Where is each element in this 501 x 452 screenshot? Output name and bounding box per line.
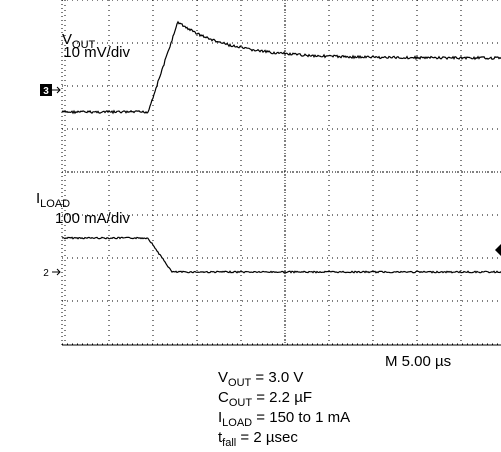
note-symbol: I [218,409,222,426]
traces [61,20,501,274]
note-symbol: C [218,389,229,406]
note-subscript: fall [222,437,236,449]
note: tfall = 2 µsec [218,429,298,449]
trigger-marker [495,244,501,256]
note-value: = 3.0 V [251,369,303,386]
note-subscript: OUT [228,377,252,389]
channel-1-scale: 10 mV/div [63,44,130,61]
note-symbol: t [218,429,223,446]
channel-1-marker: 3 [43,86,49,97]
note-symbol: V [218,369,228,386]
note-subscript: OUT [229,397,253,409]
note: ILOAD = 150 to 1 mA [218,409,350,429]
note-value: = 2.2 µF [252,389,312,406]
channel-2-name: ILOAD [36,190,70,210]
channel-2-scale: 100 mA/div [55,210,131,227]
channel-1-name: VOUT [62,31,96,51]
timebase: M 5.00 µs [385,353,451,370]
note-value: = 2 µsec [236,429,298,446]
vout-trace [61,20,501,115]
graticule [62,0,501,345]
note-value: = 150 to 1 mA [252,409,350,426]
note-subscript: LOAD [222,417,252,429]
iload-trace [61,236,501,274]
channel-2-marker: 2 [43,268,49,279]
channel-1-arrow [52,86,61,94]
channel-1-marker-box [40,84,52,96]
note: VOUT = 3.0 V [218,369,303,389]
channel-2-arrow [52,268,61,276]
note: COUT = 2.2 µF [218,389,312,409]
